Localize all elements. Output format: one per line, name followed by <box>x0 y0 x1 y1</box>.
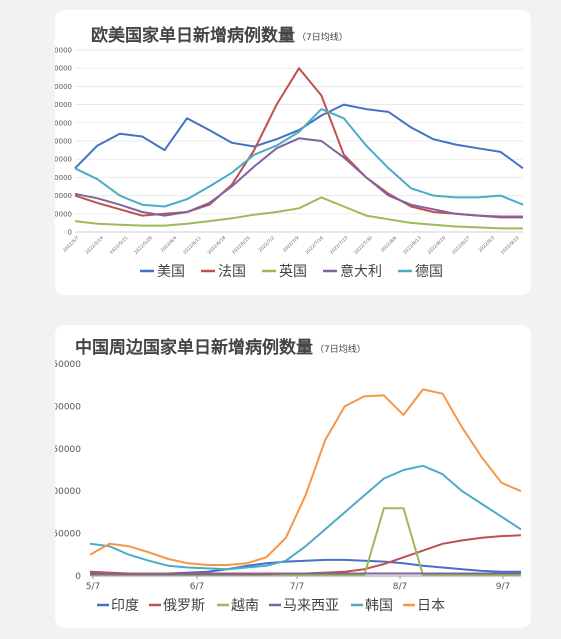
chart1-y-tick-label: 100000 <box>55 138 72 146</box>
neighbor-countries-chart: 中国周边国家单日新增病例数量 （7日均线） 0 50000 100000 150000… <box>47 337 522 614</box>
chart1-x-tick-label: 2022/9/3 <box>477 235 496 254</box>
neighbor-countries-chart-panel: 中国周边国家单日新增病例数量 （7日均线） 0 50000 100000 150000… <box>47 325 531 628</box>
chart1-y-tick-label: 140000 <box>55 101 72 109</box>
chart2-y-tick-label: 100000 <box>55 487 81 497</box>
chart1-x-tick-label: 2022/6/4 <box>160 235 179 254</box>
chart1-x-tick-label: 2022/7/23 <box>329 235 350 256</box>
chart1-x-tick-label: 2022/5/28 <box>133 235 154 256</box>
chart1-legend-label: 意大利 <box>340 263 382 280</box>
chart2-legend-label: 韩国 <box>365 598 393 614</box>
chart2-subtitle: （7日均线） <box>315 343 366 355</box>
chart1-y-tick-label: 40000 <box>55 192 72 200</box>
chart2-x-tick-label: 5/7 <box>86 582 100 592</box>
chart1-x-tick-label: 2022/9/10 <box>500 235 521 256</box>
chart1-title: 欧美国家单日新增病例数量 <box>91 25 295 46</box>
chart1-x-tick-label: 2022/8/20 <box>427 235 448 256</box>
chart2-series-line-5 <box>89 388 522 566</box>
chart1-legend-label: 法国 <box>218 264 246 280</box>
chart1-x-tick-label: 2022/6/18 <box>207 235 228 256</box>
chart1-y-tick-label: 20000 <box>55 210 72 218</box>
chart1-x-tick-label: 2022/5/21 <box>109 235 130 256</box>
chart2-title: 中国周边国家单日新增病例数量 <box>75 337 313 358</box>
chart1-subtitle: （7日均线） <box>297 31 348 43</box>
chart1-y-tick-label: 200000 <box>55 47 72 55</box>
chart1-x-tick-label: 2022/6/11 <box>182 235 203 256</box>
chart2-series-line-4 <box>89 464 522 571</box>
europe-us-chart-panel: 欧美国家单日新增病例数量 （7日均线） 0 20000 40000 60000 8000… <box>45 10 531 295</box>
chart1-x-tick-label: 2022/8/13 <box>402 235 423 256</box>
chart2-series-line-3 <box>90 572 521 576</box>
chart1-legend-label: 美国 <box>157 264 185 280</box>
chart1-x-tick-label: 2022/6/25 <box>231 235 252 256</box>
europe-us-chart: 欧美国家单日新增病例数量 （7日均线） 0 20000 40000 60000 8000… <box>45 25 524 280</box>
chart1-x-tick-label: 2022/8/27 <box>451 235 472 256</box>
chart2-legend-label: 马来西亚 <box>283 598 339 614</box>
chart2-y-tick-label: 0 <box>75 572 81 582</box>
chart2-legend-label: 印度 <box>111 598 139 614</box>
chart2-y-tick-label: 250000 <box>55 360 81 370</box>
chart1-series-line-2 <box>74 196 523 230</box>
chart1-y-tick-label: 120000 <box>55 119 72 127</box>
chart1-y-tick-label: 60000 <box>55 174 72 182</box>
chart1-series-line-4 <box>74 108 524 208</box>
chart1-x-tick-label: 2022/5/7 <box>62 235 81 254</box>
chart2-legend-label: 越南 <box>231 598 259 614</box>
chart1-y-tick-label: 0 <box>68 229 72 237</box>
chart1-y-tick-label: 180000 <box>55 65 72 73</box>
chart1-y-tick-label: 80000 <box>55 156 72 164</box>
chart1-x-tick-label: 2022/5/14 <box>84 235 105 256</box>
chart2-y-tick-label: 200000 <box>55 402 81 412</box>
chart2-x-tick-label: 6/7 <box>190 582 204 592</box>
chart2-y-tick-label: 50000 <box>55 530 81 540</box>
chart1-x-tick-label: 2022/7/9 <box>282 235 301 254</box>
chart1-x-tick-label: 2022/7/16 <box>304 235 325 256</box>
chart2-x-tick-label: 9/7 <box>496 582 510 592</box>
chart1-series-line-3 <box>74 137 523 218</box>
chart1-series-line-1 <box>74 67 523 219</box>
chart2-x-tick-label: 8/7 <box>393 582 407 592</box>
chart1-y-tick-label: 160000 <box>55 83 72 91</box>
chart2-y-tick-label: 150000 <box>55 445 81 455</box>
chart1-x-tick-label: 2022/7/2 <box>257 235 276 254</box>
chart1-x-tick-label: 2022/7/30 <box>353 235 374 256</box>
chart2-x-tick-label: 7/7 <box>290 582 304 592</box>
chart1-series-line-0 <box>74 103 524 170</box>
chart1-legend-label: 德国 <box>415 264 443 280</box>
chart1-x-tick-label: 2022/8/6 <box>380 235 399 254</box>
chart1-legend-label: 英国 <box>279 263 307 280</box>
chart2-legend-label: 俄罗斯 <box>163 598 205 614</box>
chart2-legend-label: 日本 <box>417 598 445 614</box>
